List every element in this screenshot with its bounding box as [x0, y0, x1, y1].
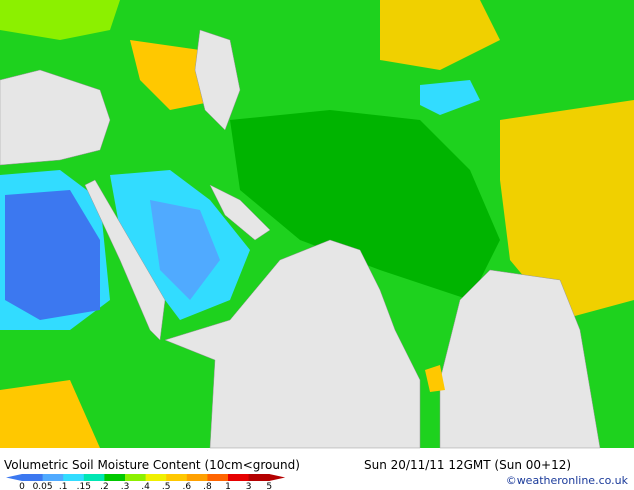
legend-label: 1 [225, 482, 231, 490]
valid-time: Sun 20/11/11 12GMT (Sun 00+12) [364, 458, 571, 472]
legend-label: 0 [19, 482, 25, 490]
dry-patch [500, 100, 634, 320]
wet-area [420, 80, 480, 115]
map-title: Volumetric Soil Moisture Content (10cm<g… [4, 458, 300, 472]
island [425, 365, 445, 392]
legend-swatch [125, 474, 147, 481]
legend-swatch [228, 474, 250, 481]
wet-area [150, 200, 220, 300]
dry-patch [380, 0, 500, 70]
moist-zone [230, 110, 500, 300]
sea [84, 179, 166, 341]
dry-patch [0, 0, 120, 40]
legend: 0 0.05 .1 .15 .2 .3 .4 .5 .6 .8 1 3 5 [6, 474, 286, 490]
sea [209, 184, 271, 241]
legend-swatch [42, 474, 64, 481]
legend-label: 0.05 [33, 482, 53, 490]
sea [194, 29, 241, 131]
legend-swatch [63, 474, 85, 481]
dry-patch [0, 380, 100, 448]
legend-label: .8 [203, 482, 212, 490]
legend-swatch [207, 474, 229, 481]
sea [164, 239, 421, 449]
legend-label: .2 [100, 482, 109, 490]
legend-swatch [248, 474, 270, 481]
legend-swatch [104, 474, 126, 481]
wet-area [5, 190, 100, 320]
map [0, 0, 634, 449]
legend-swatch [186, 474, 208, 481]
sea [439, 269, 601, 449]
legend-arrow [6, 474, 22, 481]
legend-label: .6 [183, 482, 192, 490]
legend-swatch [83, 474, 105, 481]
legend-label: 3 [246, 482, 252, 490]
legend-label: 5 [266, 482, 272, 490]
legend-label: .4 [141, 482, 150, 490]
legend-arrow [269, 474, 286, 481]
credit: ©weatheronline.co.uk [506, 474, 629, 487]
legend-label: .15 [77, 482, 91, 490]
legend-label: .1 [59, 482, 68, 490]
legend-label: .5 [162, 482, 171, 490]
legend-swatch [145, 474, 167, 481]
sea [0, 69, 111, 166]
legend-label: .3 [121, 482, 130, 490]
legend-swatch [166, 474, 188, 481]
legend-swatch [22, 474, 44, 481]
